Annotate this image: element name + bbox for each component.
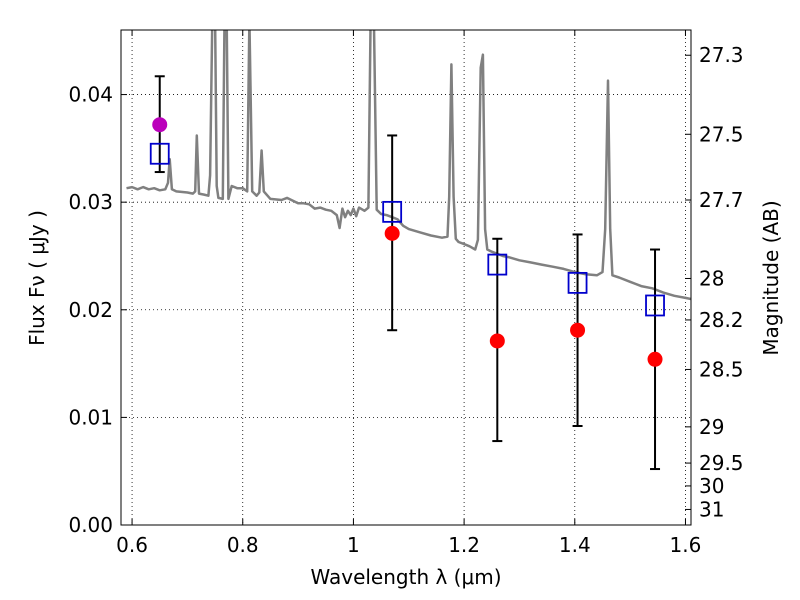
axis-ticks: 0.6 0.8 1 1.2 1.4 1.6 0.00 0.01 0.02 0.03 0.04 27.3… — [68, 30, 744, 557]
model-photometry-square — [149, 142, 170, 165]
observed-flux-point — [647, 351, 663, 367]
spectrum-line — [126, 30, 691, 301]
x-tick-label: 0.8 — [227, 533, 259, 557]
x-tick-label: 1.2 — [448, 533, 480, 557]
plot-frame — [120, 29, 692, 526]
x-axis-title: Wavelength λ (μm) — [310, 565, 501, 589]
y2-tick-label: 28.2 — [699, 308, 744, 332]
model-photometry-square — [487, 253, 508, 276]
x-tick-label: 1.6 — [670, 533, 702, 557]
data-markers — [149, 117, 665, 367]
grid — [121, 30, 691, 526]
y2-tick-label: 27.5 — [699, 122, 744, 146]
y-tick-label: 0.02 — [68, 298, 113, 322]
y2-tick-label: 29 — [699, 415, 724, 439]
model-spectrum — [126, 30, 691, 301]
observed-flux-point — [384, 225, 400, 241]
y-tick-label: 0.00 — [68, 513, 113, 537]
y2-tick-label: 27.7 — [699, 188, 744, 212]
x-tick-label: 0.6 — [116, 533, 148, 557]
model-photometry-square — [645, 294, 665, 317]
observed-flux-point — [489, 333, 505, 349]
y2-tick-label: 28.5 — [699, 357, 744, 381]
y2-axis-title: Magnitude (AB) — [759, 200, 783, 355]
y-tick-label: 0.04 — [68, 83, 113, 107]
model-photometry-square — [567, 271, 588, 294]
y-tick-label: 0.03 — [68, 190, 113, 214]
y2-tick-label: 30 — [699, 474, 724, 498]
x-tick-label: 1.4 — [559, 533, 591, 557]
x-tick-label: 1 — [347, 533, 360, 557]
y2-tick-label: 31 — [699, 497, 724, 521]
observed-flux-point — [570, 322, 586, 338]
model-photometry-square — [382, 200, 403, 223]
y2-tick-label: 27.3 — [699, 43, 744, 67]
y-tick-label: 0.01 — [68, 405, 113, 429]
y2-tick-label: 29.5 — [699, 451, 744, 475]
y-axis-title: Flux Fν ( μJy ) — [25, 210, 49, 346]
y2-tick-label: 28 — [699, 266, 724, 290]
observed-flux-point — [152, 117, 168, 133]
